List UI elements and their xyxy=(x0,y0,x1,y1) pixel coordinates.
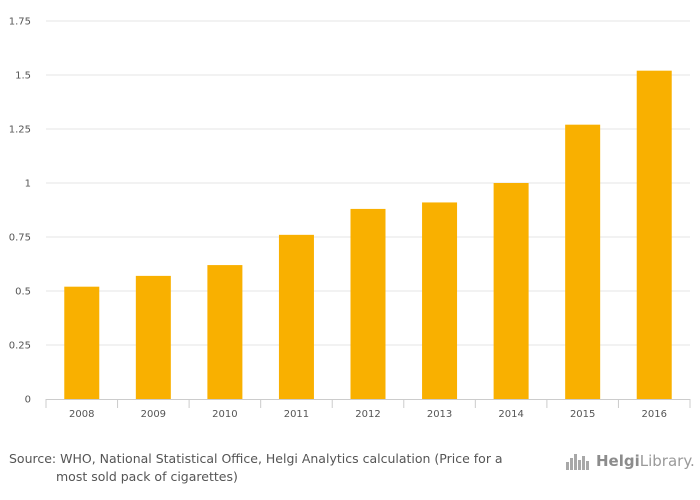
source-line-1: Source: WHO, National Statistical Office… xyxy=(9,451,503,466)
y-tick-label: 1.25 xyxy=(9,125,31,136)
bar-2012 xyxy=(350,208,386,399)
logo-text: HelgiLibrary. xyxy=(596,452,695,470)
bars xyxy=(64,70,672,400)
logo-text-bold: Helgi xyxy=(596,452,640,470)
bar-2014 xyxy=(493,183,529,399)
y-tick-label: 0.5 xyxy=(15,287,31,298)
bar-2015 xyxy=(565,124,601,400)
source-note: Source: WHO, National Statistical Office… xyxy=(9,450,539,486)
bar-2010 xyxy=(207,265,243,399)
source-line-2: most sold pack of cigarettes) xyxy=(56,469,238,484)
y-axis-ticks: 0 0.25 0.5 0.75 1 1.25 1.5 1.75 xyxy=(9,17,31,406)
x-tick-label: 2011 xyxy=(284,409,309,420)
y-tick-label: 1 xyxy=(25,179,31,190)
bar-2009 xyxy=(135,275,171,399)
x-tick-label: 2009 xyxy=(141,409,166,420)
x-tick-label: 2015 xyxy=(570,409,595,420)
bar-2016 xyxy=(636,70,672,400)
x-tick-label: 2008 xyxy=(69,409,94,420)
bar-2011 xyxy=(278,234,314,399)
x-tick-label: 2010 xyxy=(212,409,237,420)
y-tick-label: 0.75 xyxy=(9,233,31,244)
logo-text-rest: Library. xyxy=(639,452,695,470)
bar-2008 xyxy=(64,286,100,399)
skyline-icon xyxy=(566,454,589,470)
bar-chart: 0 0.25 0.5 0.75 1 1.25 1.5 1.75 2008 2009 2010 201… xyxy=(9,17,691,420)
y-tick-label: 0.25 xyxy=(9,341,31,352)
y-tick-label: 0 xyxy=(25,395,31,406)
x-tick-label: 2014 xyxy=(498,409,523,420)
y-tick-label: 1.5 xyxy=(15,71,31,82)
x-tick-label: 2012 xyxy=(355,409,380,420)
x-tick-label: 2016 xyxy=(641,409,666,420)
helgi-library-logo: HelgiLibrary. xyxy=(566,448,695,470)
x-axis: 2008 2009 2010 2011 2012 2013 2014 2015 2016 xyxy=(45,399,691,420)
y-tick-label: 1.75 xyxy=(9,17,31,28)
bar-2013 xyxy=(422,202,458,399)
x-tick-label: 2013 xyxy=(427,409,452,420)
